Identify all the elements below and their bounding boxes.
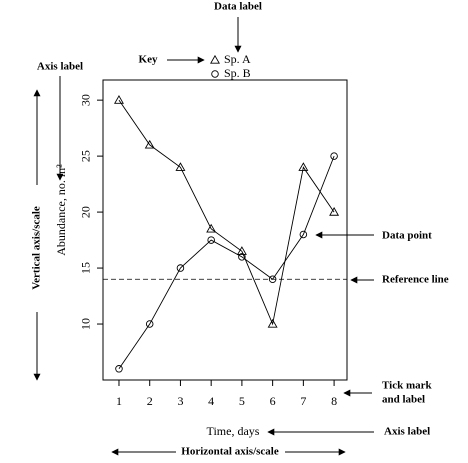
x-tick-label: 7 — [300, 394, 306, 408]
annotation: Data point — [382, 230, 432, 242]
data-point — [114, 95, 124, 104]
annotation: Tick mark — [382, 380, 432, 392]
data-point — [115, 365, 123, 373]
y-tick-label: 25 — [79, 150, 93, 162]
data-point — [236, 246, 247, 255]
series-line — [118, 99, 335, 326]
data-point — [268, 275, 277, 284]
y-tick-label: 30 — [79, 94, 93, 106]
annotation: Data label — [214, 1, 262, 13]
data-point — [299, 230, 308, 239]
data-point — [267, 318, 278, 328]
x-tick-label: 1 — [116, 394, 122, 408]
x-tick-label: 6 — [270, 394, 276, 408]
annotation: Vertical axis/scale — [31, 206, 43, 290]
data-point — [330, 152, 338, 160]
annotation: Axis label — [384, 426, 430, 438]
data-point — [144, 139, 155, 149]
y-axis-label: Abundance, no. m² — [54, 164, 68, 256]
x-tick-label: 4 — [208, 394, 214, 408]
plot-frame — [102, 79, 348, 381]
annotation: Key — [139, 54, 158, 66]
annotation: Reference line — [382, 274, 449, 286]
data-point — [176, 264, 185, 272]
x-tick-label: 8 — [331, 394, 337, 408]
legend-marker — [210, 54, 220, 64]
data-point — [329, 206, 340, 216]
y-tick-label: 10 — [79, 318, 93, 330]
x-axis-label: Time, days — [207, 424, 260, 438]
annotation: Axis label — [37, 61, 83, 73]
data-point — [238, 253, 246, 261]
data-point — [206, 223, 217, 233]
x-tick-label: 3 — [177, 394, 183, 408]
legend-label: Sp. A — [224, 52, 251, 66]
legend-marker — [211, 70, 219, 78]
series-line — [118, 155, 335, 370]
y-tick-label: 15 — [79, 262, 93, 274]
data-point — [145, 320, 154, 328]
annotation-arrows — [33, 17, 374, 456]
data-point — [207, 236, 215, 244]
x-tick-label: 2 — [147, 394, 153, 408]
annotation: Horizontal axis/scale — [181, 446, 279, 458]
y-tick-label: 20 — [79, 206, 93, 218]
annotation: and label — [382, 394, 425, 406]
data-point — [175, 162, 186, 171]
data-point — [298, 162, 309, 171]
legend-label: Sp. B — [224, 66, 251, 80]
x-tick-label: 5 — [239, 394, 245, 408]
